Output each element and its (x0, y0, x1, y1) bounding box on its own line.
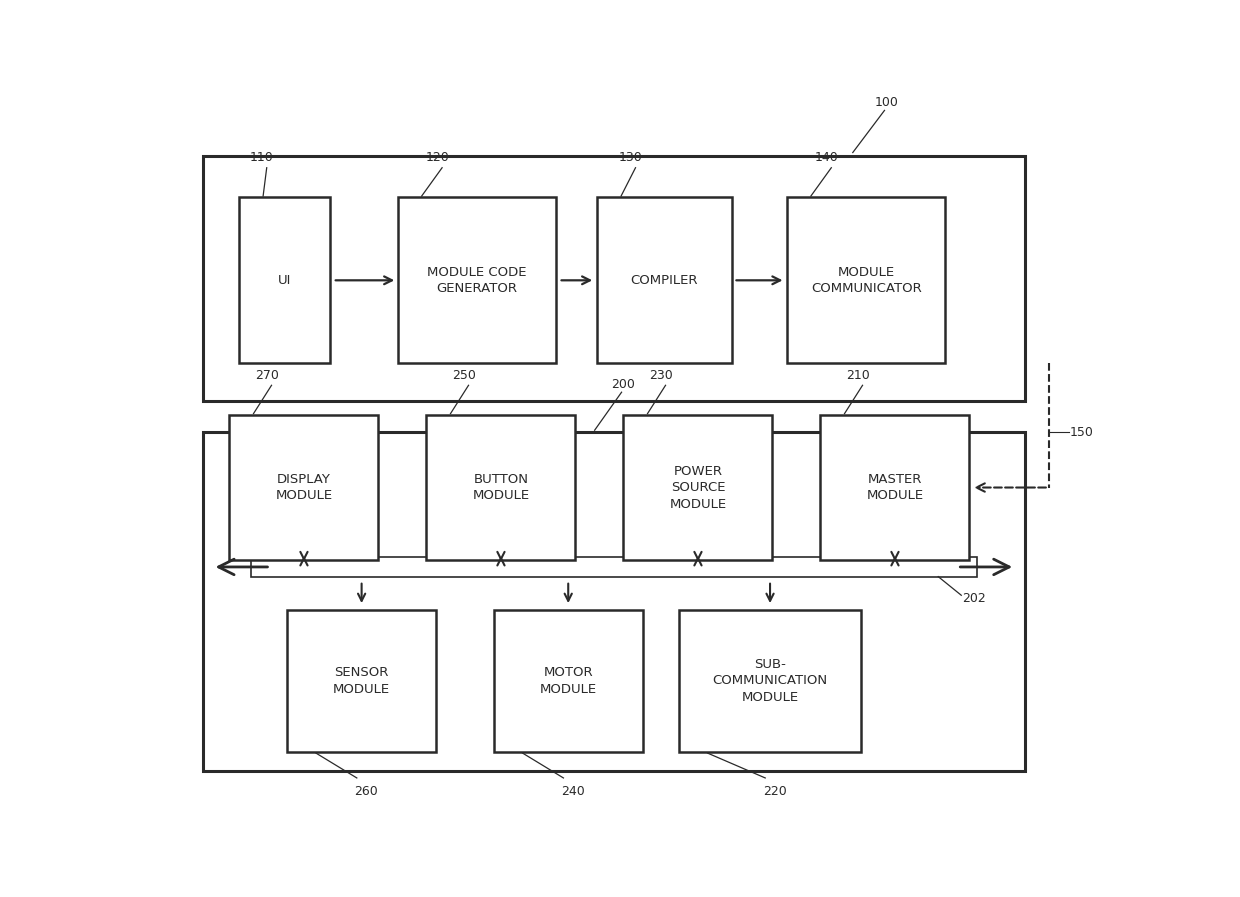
Bar (239, 197, 330, 363)
Text: 110: 110 (250, 152, 274, 164)
Text: 120: 120 (425, 152, 449, 164)
Text: UI: UI (278, 274, 291, 287)
Text: 202: 202 (962, 591, 986, 605)
Text: POWER
SOURCE
MODULE: POWER SOURCE MODULE (670, 465, 727, 510)
Text: SUB-
COMMUNICATION
MODULE: SUB- COMMUNICATION MODULE (713, 658, 827, 704)
Text: 220: 220 (763, 785, 786, 797)
Text: SENSOR
MODULE: SENSOR MODULE (334, 666, 391, 696)
Text: 260: 260 (355, 785, 378, 797)
Bar (288, 610, 436, 752)
Text: MODULE CODE
GENERATOR: MODULE CODE GENERATOR (428, 266, 527, 295)
Bar (427, 415, 575, 560)
Bar (250, 557, 977, 577)
Bar (787, 197, 945, 363)
Text: BUTTON
MODULE: BUTTON MODULE (472, 473, 529, 502)
Bar (203, 432, 1024, 771)
Bar (678, 610, 862, 752)
Bar (624, 415, 773, 560)
Bar (821, 415, 970, 560)
Text: 100: 100 (874, 96, 898, 109)
Text: 210: 210 (846, 369, 869, 382)
Bar (494, 610, 642, 752)
Text: COMPILER: COMPILER (631, 274, 698, 287)
Bar (398, 197, 557, 363)
Text: DISPLAY
MODULE: DISPLAY MODULE (275, 473, 332, 502)
Text: MOTOR
MODULE: MOTOR MODULE (539, 666, 596, 696)
Text: 230: 230 (649, 369, 672, 382)
Text: MASTER
MODULE: MASTER MODULE (867, 473, 924, 502)
Bar (203, 156, 1024, 401)
Text: MODULE
COMMUNICATOR: MODULE COMMUNICATOR (811, 266, 921, 295)
Text: 130: 130 (619, 152, 642, 164)
Text: 270: 270 (254, 369, 279, 382)
Text: 140: 140 (815, 152, 838, 164)
Bar (596, 197, 732, 363)
Bar (229, 415, 378, 560)
Text: 200: 200 (611, 378, 635, 391)
Text: 150: 150 (1070, 426, 1094, 439)
Text: 250: 250 (451, 369, 476, 382)
Text: 240: 240 (562, 785, 585, 797)
